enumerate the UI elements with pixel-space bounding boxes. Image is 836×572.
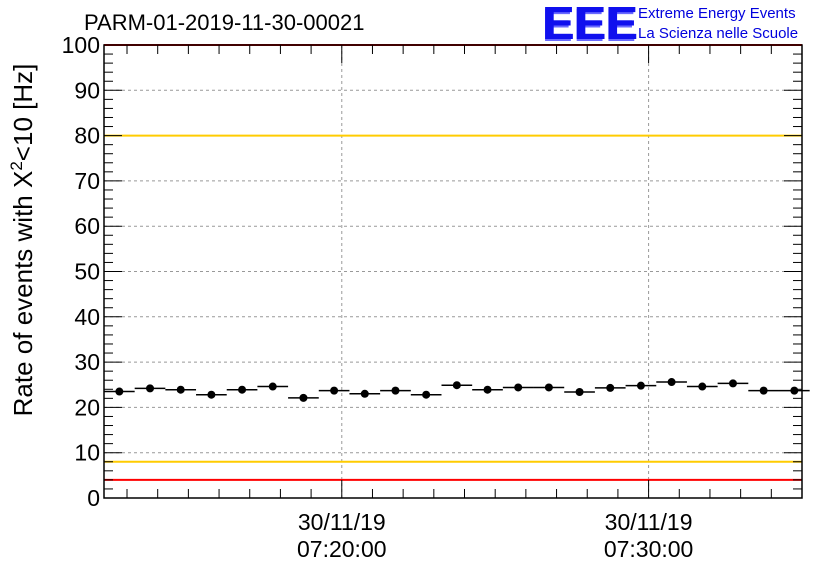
data-point: [698, 382, 707, 391]
eee-logo: EEE: [542, 0, 638, 49]
x-tick-label-time: 07:30:00: [604, 536, 694, 562]
data-point: [483, 385, 492, 394]
data-point: [544, 383, 553, 392]
reference-lines: [104, 44, 802, 481]
x-tick-label-time: 07:20:00: [297, 536, 387, 562]
y-tick-label: 90: [74, 77, 100, 103]
x-tick-label-date: 30/11/19: [298, 509, 386, 535]
data-point: [606, 383, 615, 392]
y-tick-label: 60: [74, 213, 100, 239]
data-point: [790, 386, 799, 395]
y-tick-label: 100: [62, 32, 100, 58]
data-point: [207, 390, 216, 399]
logo-line-1: Extreme Energy Events: [638, 5, 796, 22]
data-point: [667, 378, 676, 387]
y-axis-label-tail: <10 [Hz]: [8, 64, 38, 162]
y-tick-label: 40: [74, 304, 100, 330]
y-tick-label: 80: [74, 123, 100, 149]
data-point: [146, 384, 155, 393]
data-point: [636, 381, 645, 390]
y-tick-label: 50: [74, 259, 100, 285]
data-point: [728, 379, 737, 388]
y-tick-label: 10: [74, 440, 100, 466]
y-tick-label: 20: [74, 394, 100, 420]
data-point: [176, 385, 185, 394]
data-point: [391, 386, 400, 395]
grid-lines: [104, 45, 802, 498]
x-tick-label-date: 30/11/19: [605, 509, 693, 535]
y-axis-label-sup: 2: [7, 161, 26, 170]
data-point: [299, 393, 308, 402]
data-point: [452, 381, 461, 390]
data-point: [575, 387, 584, 396]
data-point: [759, 386, 768, 395]
data-point: [330, 386, 339, 395]
y-tick-label: 0: [87, 485, 100, 511]
axis-ticks: [104, 44, 803, 499]
y-tick-label: 30: [74, 349, 100, 375]
logo-caption: Extreme Energy Events La Scienza nelle S…: [638, 4, 798, 44]
y-tick-labels: 0 10 20 30 40 50 60 70 80 90 100: [62, 32, 100, 511]
y-axis-label: Rate of events with X2<10 [Hz]: [7, 64, 38, 417]
data-point: [268, 382, 277, 391]
logo-line-2: La Scienza nelle Scuole: [638, 25, 799, 42]
y-axis-label-main: Rate of events with X: [8, 171, 38, 417]
data-points: [104, 378, 810, 402]
data-point: [115, 387, 124, 396]
chart-title: PARM-01-2019-11-30-00021: [84, 10, 365, 35]
data-point: [238, 385, 247, 394]
y-tick-label: 70: [74, 168, 100, 194]
data-point: [360, 389, 369, 398]
data-point: [422, 390, 431, 399]
data-point: [514, 383, 523, 392]
